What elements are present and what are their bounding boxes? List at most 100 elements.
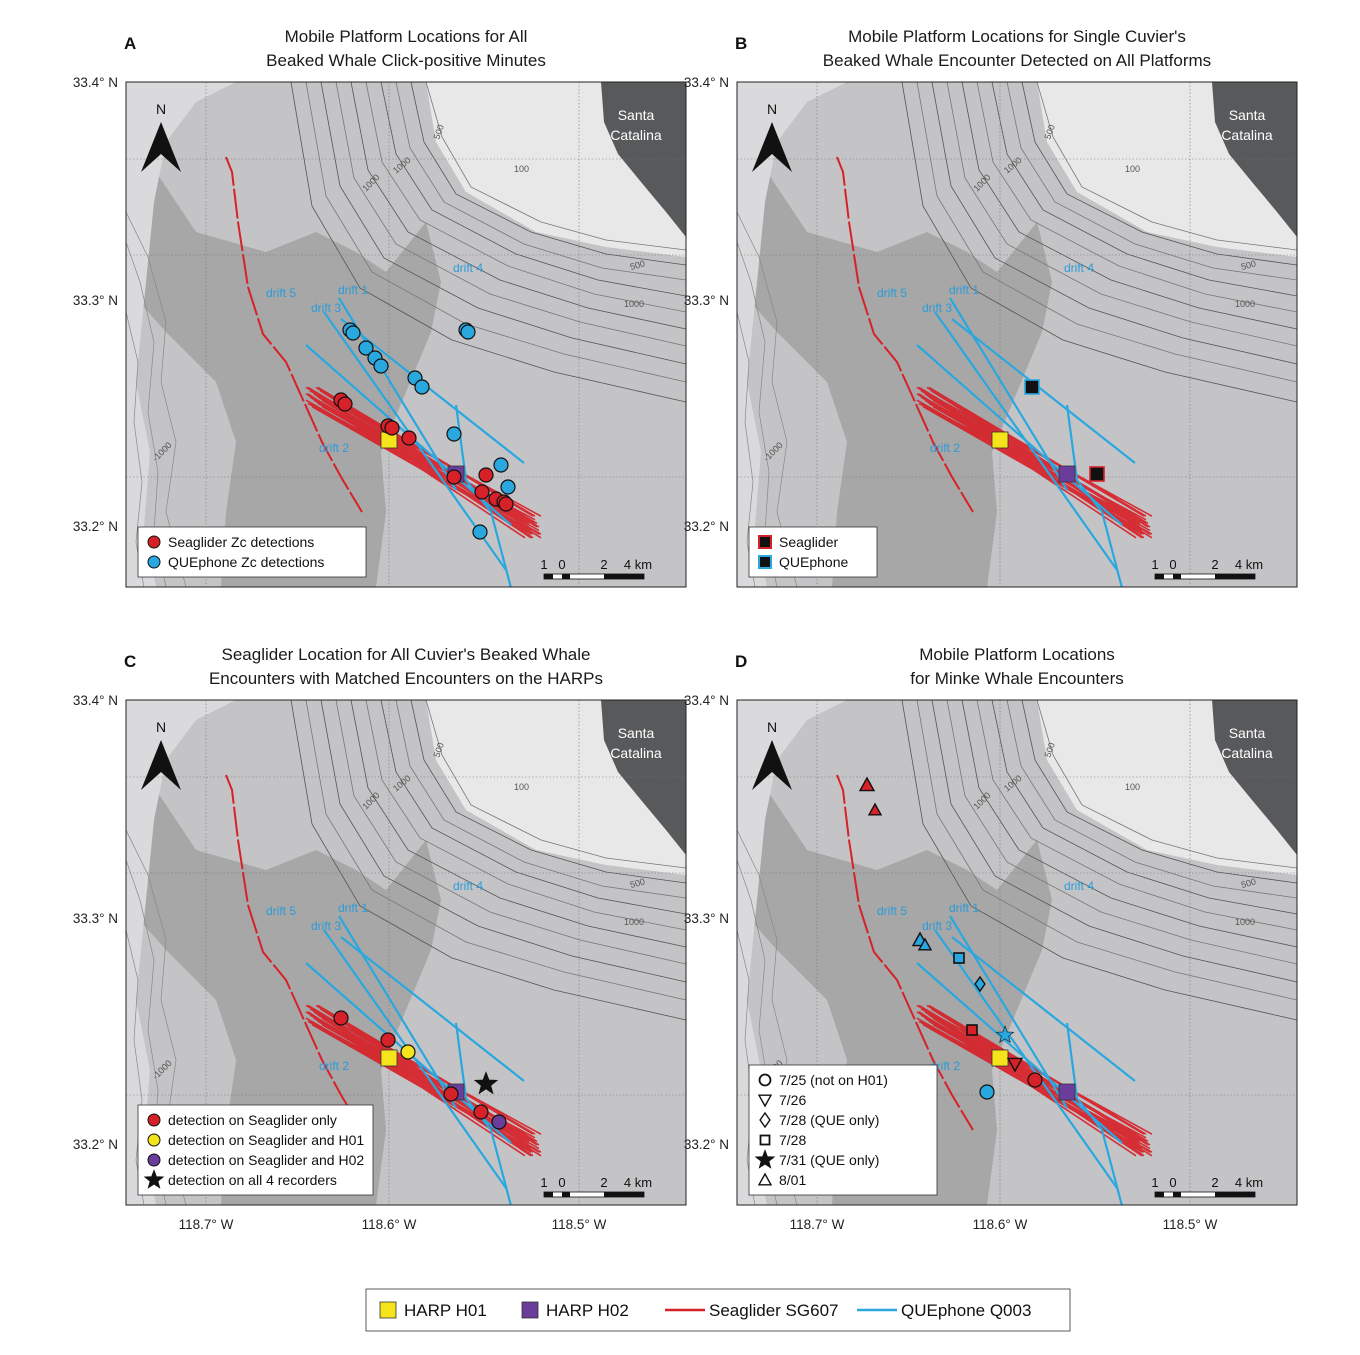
bottom-legend-item: Seaglider SG607 <box>665 1301 838 1320</box>
legend-frame <box>137 526 367 578</box>
scale-bar-label: 4 km <box>624 557 652 572</box>
drift-label: drift 4 <box>1064 879 1094 893</box>
quephone-drift-track <box>916 344 1123 526</box>
seaglider-detection-marker <box>498 496 514 512</box>
seaglider-transit-track <box>225 774 363 1131</box>
legend-circle-icon <box>147 1153 161 1167</box>
legend-circle-icon <box>147 555 161 569</box>
north-label: N <box>156 719 166 735</box>
legend-frame <box>748 1064 938 1196</box>
longitude-label: 118.5° W <box>1163 1217 1218 1232</box>
panel-letter: D <box>735 652 747 671</box>
island-shape <box>601 700 686 855</box>
quephone-detection-marker <box>358 340 374 356</box>
scale-bar-label: 2 <box>1211 1175 1218 1190</box>
longitude-label: 118.5° W <box>552 1217 607 1232</box>
north-arrow-icon: N <box>141 719 181 790</box>
contour-label: 1000 <box>624 299 644 309</box>
latitude-label: 33.3° N <box>684 911 729 926</box>
bathymetry-contour <box>350 700 686 948</box>
contour-label: 500 <box>431 123 446 141</box>
latitude-label: 33.2° N <box>73 1137 118 1152</box>
quephone-detection-marker <box>500 479 516 495</box>
seaglider-only-marker <box>380 1032 396 1048</box>
bathymetry-contour <box>410 700 686 884</box>
scale-bar-segment <box>544 574 553 579</box>
scale-bar-label: 2 <box>600 1175 607 1190</box>
quephone-detection-marker <box>460 324 476 340</box>
seaglider-detection-marker <box>384 420 400 436</box>
latitude-label: 33.2° N <box>73 519 118 534</box>
bathymetry-contour <box>126 929 145 1205</box>
map-frame <box>125 699 687 1206</box>
bathymetry-contour <box>126 311 145 587</box>
latitude-label: 33.3° N <box>73 293 118 308</box>
drift-label: drift 5 <box>877 286 907 300</box>
legend-box: Seaglider Zc detections QUEphone Zc detec… <box>137 526 367 578</box>
quephone-drift-track <box>916 962 1123 1144</box>
seaglider-minke-marker <box>966 1024 978 1036</box>
panel-title: Mobile Platform Locations <box>919 645 1115 664</box>
bathymetry-contour <box>1036 82 1297 251</box>
island-label: Catalina <box>610 745 662 761</box>
contour-label: 500 <box>1042 123 1057 141</box>
bathymetry-contour <box>916 700 1297 1001</box>
bottom-legend-label: Seaglider SG607 <box>709 1301 838 1320</box>
map-frame <box>125 81 687 588</box>
legend-square-icon <box>759 1134 771 1146</box>
seaglider-detection-marker <box>337 396 353 412</box>
harp-h02-marker <box>1058 465 1076 483</box>
legend-star-icon <box>143 1169 165 1189</box>
scale-bar-label: 1 <box>540 1175 547 1190</box>
bathymetry-contour <box>916 82 1297 383</box>
drift-label: drift 4 <box>1064 261 1094 275</box>
panel-title: Encounters with Matched Encounters on th… <box>209 669 603 688</box>
legend-item: QUEphone <box>758 554 848 570</box>
legend-square-icon <box>758 555 772 569</box>
scale-bar-segment <box>562 1192 570 1197</box>
seaglider-only-marker <box>333 1010 349 1026</box>
seaglider-detection-marker <box>401 430 417 446</box>
bathymetry-contour <box>946 82 1297 347</box>
panel-title: Beaked Whale Encounter Detected on All P… <box>823 51 1211 70</box>
legend-item-label: Seaglider Zc detections <box>168 534 314 550</box>
legend-item: detection on Seaglider only <box>147 1112 337 1128</box>
legend-frame <box>137 1104 374 1196</box>
legend-item-label: 7/26 <box>779 1092 806 1108</box>
panel-letter: B <box>735 34 747 53</box>
legend-box: 7/25 (not on H01) 7/26 7/28 (QUE only) 7/28… <box>748 1064 938 1196</box>
bathymetry-contour <box>350 82 686 330</box>
contour-label: 500 <box>629 876 646 890</box>
legend-item: QUEphone Zc detections <box>147 554 324 570</box>
island-label: Santa <box>1229 107 1266 123</box>
scale-bar-segment <box>544 1192 553 1197</box>
legend-item: 7/28 <box>759 1132 806 1148</box>
seaglider-h02-marker <box>491 1114 507 1130</box>
contour-label: 1000 <box>1235 299 1255 309</box>
legend-diamond-icon <box>759 1111 771 1129</box>
bathymetry-contour <box>320 82 686 365</box>
drift-label: drift 5 <box>266 904 296 918</box>
latitude-label: 33.4° N <box>684 693 729 708</box>
legend-triangle-down-icon <box>757 1094 773 1108</box>
bathymetry-contour <box>395 82 686 281</box>
drift-label: drift 1 <box>338 283 368 297</box>
scale-bar-label: 1 <box>1151 1175 1158 1190</box>
contour-label: 100 <box>1125 782 1140 792</box>
contour-label: 100 <box>1125 164 1140 174</box>
bathymetry-contour <box>1036 700 1297 869</box>
latitude-label: 33.4° N <box>73 693 118 708</box>
quephone-minke-marker <box>979 1084 995 1100</box>
latitude-label: 33.4° N <box>684 75 729 90</box>
legend-circle-icon <box>758 1073 772 1087</box>
scale-bar-label: 0 <box>558 1175 565 1190</box>
bottom-legend-label: HARP H01 <box>404 1301 487 1320</box>
quephone-drift-track <box>949 297 1068 491</box>
scale-bar-label: 0 <box>1169 1175 1176 1190</box>
north-arrow-shape <box>141 122 181 172</box>
contour-label: 500 <box>1240 876 1257 890</box>
contour-label: 100 <box>514 164 529 174</box>
bathymetry-contour <box>961 82 1297 330</box>
legend-item: 7/31 (QUE only) <box>754 1149 879 1169</box>
